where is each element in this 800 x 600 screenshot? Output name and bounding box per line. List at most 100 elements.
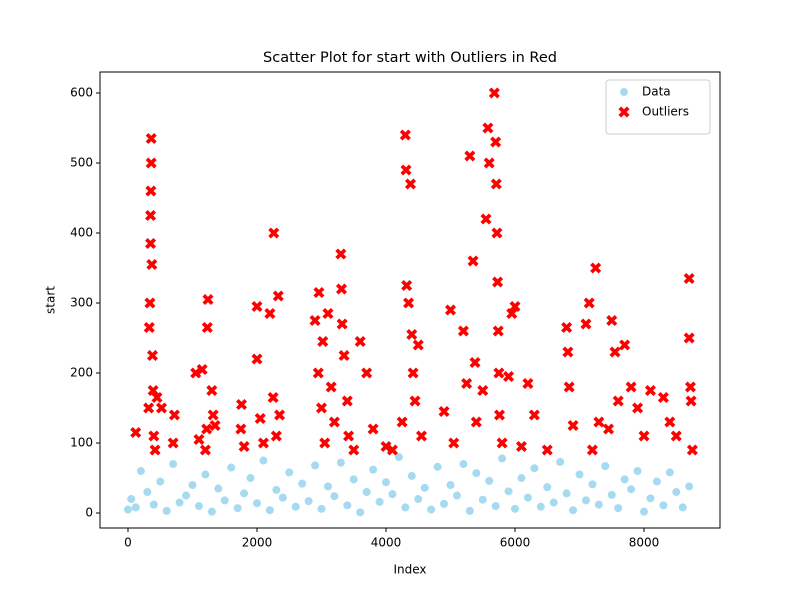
outlier-marker [670, 430, 682, 442]
data-point [440, 499, 449, 508]
outlier-marker [492, 325, 504, 337]
outlier-marker [201, 423, 213, 435]
outlier-marker [593, 416, 605, 428]
outlier-marker [145, 210, 157, 222]
data-point [123, 505, 132, 514]
outlier-marker [386, 444, 398, 456]
outlier-marker [316, 402, 328, 414]
outlier-marker [335, 248, 347, 260]
y-tick-label: 500 [70, 156, 93, 170]
data-point [523, 493, 532, 502]
outlier-marker [396, 416, 408, 428]
data-point [272, 485, 281, 494]
outlier-marker [415, 430, 427, 442]
data-point [414, 495, 423, 504]
outlier-marker [207, 409, 219, 421]
outlier-marker [612, 395, 624, 407]
data-point [478, 495, 487, 504]
data-point [614, 504, 623, 513]
outlier-marker [403, 297, 415, 309]
outlier-marker [590, 262, 602, 274]
outlier-marker [686, 444, 698, 456]
outlier-marker [412, 339, 424, 351]
outlier-marker [409, 395, 421, 407]
x-tick-label: 0 [124, 536, 132, 550]
data-point [401, 503, 410, 512]
outlier-marker [562, 346, 574, 358]
data-point [214, 484, 223, 493]
data-point [420, 483, 429, 492]
data-point [607, 490, 616, 499]
outlier-marker [196, 364, 208, 376]
outlier-marker [317, 336, 329, 348]
data-point [162, 506, 171, 515]
data-point [362, 488, 371, 497]
data-point [549, 498, 558, 507]
data-point [259, 456, 268, 465]
outlier-marker [467, 255, 479, 267]
outlier-marker [206, 385, 218, 397]
data-point [298, 479, 307, 488]
data-point [233, 504, 242, 513]
outlier-marker [319, 437, 331, 449]
data-point [278, 493, 287, 502]
data-point [291, 502, 300, 511]
outlier-marker [407, 367, 419, 379]
outlier-marker [461, 378, 473, 390]
plot-frame [99, 71, 721, 529]
outlier-marker [145, 238, 157, 250]
data-point [543, 483, 552, 492]
outlier-marker [683, 273, 695, 285]
data-point [640, 507, 649, 516]
data-point [304, 497, 313, 506]
outlier-marker [480, 213, 492, 225]
outlier-marker [168, 409, 180, 421]
data-point [323, 482, 332, 491]
data-point [659, 501, 668, 510]
outlier-marker [401, 280, 413, 292]
data-point [672, 488, 681, 497]
outlier-marker [325, 381, 337, 393]
outlier-marker [644, 385, 656, 397]
data-point [536, 502, 545, 511]
outlier-marker [193, 434, 205, 446]
outlier-marker [147, 385, 159, 397]
outlier-marker [274, 409, 286, 421]
outlier-marker [149, 444, 161, 456]
data-point [136, 467, 145, 476]
outlier-marker [506, 308, 518, 320]
outlier-marker [561, 322, 573, 334]
outlier-marker [268, 227, 280, 239]
outlier-marker [309, 315, 321, 327]
data-point [127, 495, 136, 504]
data-point [201, 470, 210, 479]
data-point [246, 474, 255, 483]
outlier-marker [638, 430, 650, 442]
data-point [459, 460, 468, 469]
outlier-marker [148, 430, 160, 442]
outlier-marker [684, 381, 696, 393]
outlier-marker [130, 427, 142, 439]
x-tick-label: 6000 [500, 536, 531, 550]
data-point [330, 492, 339, 501]
legend-label: Data [642, 85, 671, 99]
data-point [569, 506, 578, 515]
data-point [678, 503, 687, 512]
outlier-marker [492, 276, 504, 288]
outlier-marker [272, 290, 284, 302]
outlier-marker [145, 157, 157, 169]
data-point [394, 453, 403, 462]
data-point [485, 476, 494, 485]
outlier-marker [567, 420, 579, 432]
outlier-marker [156, 402, 168, 414]
outlier-marker [448, 437, 460, 449]
outlier-marker [267, 392, 279, 404]
outlier-marker [236, 399, 248, 411]
data-point [175, 498, 184, 507]
outlier-marker [482, 122, 494, 134]
outlier-marker [490, 178, 502, 190]
outlier-marker [338, 350, 350, 362]
data-point [188, 481, 197, 490]
data-point [633, 467, 642, 476]
outlier-marker [457, 325, 469, 337]
